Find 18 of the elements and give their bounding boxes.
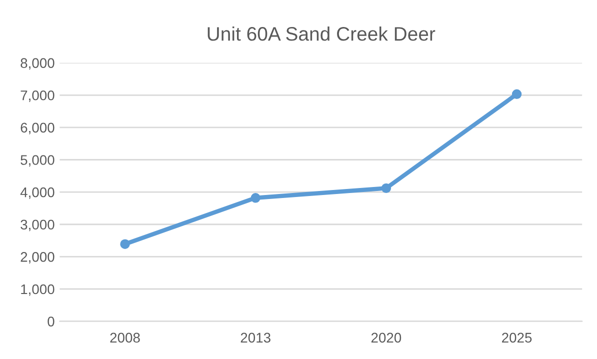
x-tick-label: 2020 [371, 332, 402, 343]
point [381, 183, 392, 194]
point [250, 193, 260, 203]
point [512, 89, 522, 100]
y-tick-label: 8,000 [20, 58, 54, 70]
chart-title: Unit 60A Sand Creek Deer [208, 26, 436, 41]
y-tick-label: 7,000 [20, 90, 54, 102]
point [120, 239, 130, 249]
y-tick-label: 1,000 [21, 284, 54, 296]
x-tick-label: 2025 [502, 332, 532, 343]
x-tick-label: 2013 [240, 332, 270, 343]
y-tick-label: 4,000 [20, 187, 54, 199]
y-tick-label: 3,000 [20, 220, 54, 232]
y-tick-label: 0 [48, 316, 54, 326]
y-tick-label: 2,000 [20, 252, 54, 264]
x-tick-label: 2008 [110, 332, 140, 343]
y-tick-label: 5,000 [20, 155, 54, 167]
y-tick-label: 6,000 [20, 122, 54, 134]
